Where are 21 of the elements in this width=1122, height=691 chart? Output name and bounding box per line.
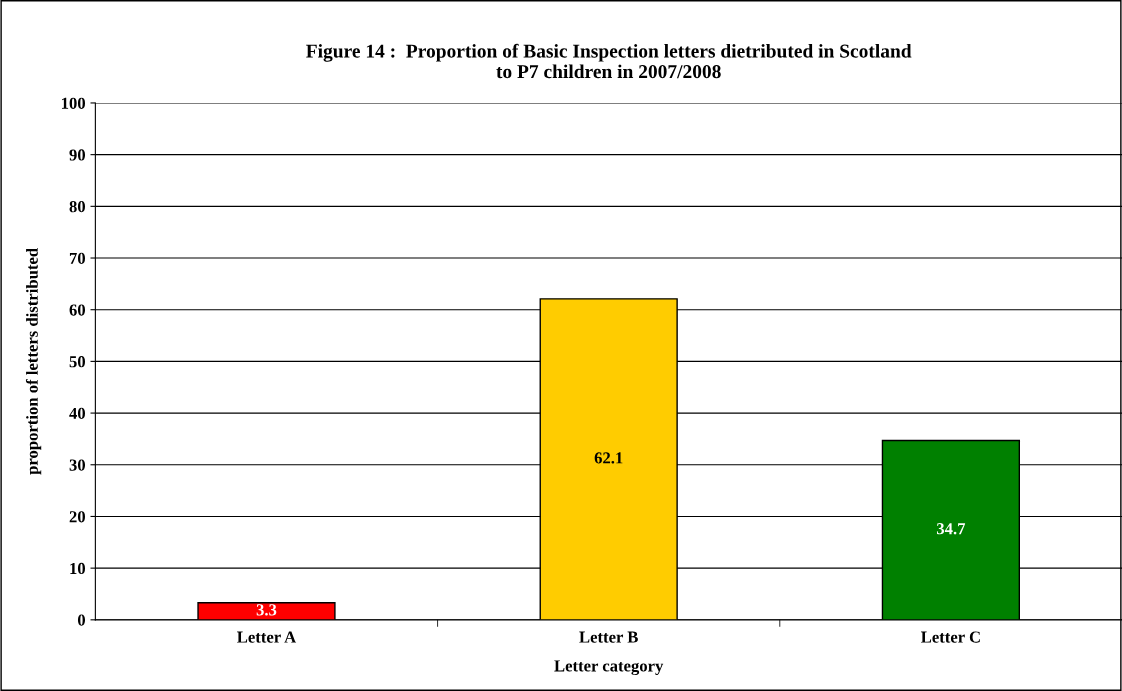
data-label: 34.7 (936, 523, 966, 535)
data-label: 3.3 (256, 604, 277, 616)
data-label: 62.1 (594, 452, 623, 464)
y-tick-label: 80 (69, 201, 86, 213)
y-tick-label: 40 (69, 407, 86, 420)
y-tick-label: 20 (69, 511, 86, 523)
y-tick-label: 0 (77, 614, 86, 626)
x-tick-label: Letter C (921, 631, 980, 643)
y-tick-label: 70 (69, 252, 86, 264)
y-tick-label: 30 (69, 459, 86, 471)
chart-title: Figure 14 : Proportion of Basic Inspection letters dietributed in Scotland to P7 children in 2007/2008 (306, 43, 912, 79)
x-axis-title: Letter category (554, 660, 664, 676)
x-tick-label: Letter B (579, 631, 638, 643)
bar (197, 602, 336, 620)
y-tick-label: 60 (69, 304, 86, 316)
y-tick-label: 10 (70, 562, 86, 575)
y-tick-label: 90 (69, 149, 86, 161)
x-tick-label: Letter A (237, 631, 297, 643)
y-tick-label: 100 (61, 97, 86, 109)
y-tick-label: 50 (69, 356, 86, 368)
y-axis-title: proportion of letters distributed (25, 248, 42, 475)
